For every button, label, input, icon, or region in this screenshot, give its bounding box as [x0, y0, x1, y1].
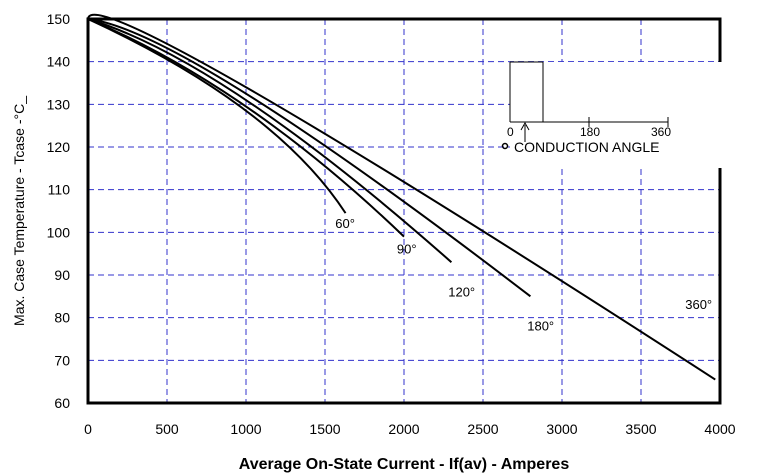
y-tick-labels: 60 70 80 90 100 110 120 130 140 150: [47, 11, 71, 411]
series-label: 360°: [685, 297, 712, 312]
series-line: [87, 18, 347, 214]
x-tick-label: 3000: [546, 421, 577, 437]
inset-caption: CONDUCTION ANGLE: [514, 139, 659, 155]
y-tick-label: 120: [47, 139, 71, 155]
x-axis-label: Average On-State Current - If(av) - Ampe…: [239, 456, 570, 473]
inset-tick-label-360: 360: [651, 125, 671, 139]
x-tick-label: 4000: [704, 421, 735, 437]
series-line: [87, 18, 453, 263]
inset-tick-label-180: 180: [580, 125, 600, 139]
conduction-angle-inset: 0 180 360 CONDUCTION ANGLE: [501, 61, 759, 168]
y-tick-label: 110: [48, 182, 71, 198]
inset-degree-mark: [501, 142, 509, 150]
series-line: [87, 13, 716, 381]
x-tick-label: 500: [155, 421, 179, 437]
y-tick-label: 140: [47, 54, 71, 70]
x-tick-label: 2500: [467, 421, 498, 437]
y-tick-label: 80: [54, 310, 70, 326]
curves: [87, 13, 716, 381]
x-tick-label: 1000: [230, 421, 261, 437]
series-label: 90°: [397, 242, 417, 257]
series-label: 60°: [335, 216, 355, 231]
series-line: [87, 18, 532, 298]
x-tick-label: 3500: [625, 421, 656, 437]
series-label: 120°: [448, 284, 475, 299]
x-tick-label: 0: [84, 421, 92, 437]
y-tick-label: 130: [47, 96, 71, 112]
x-tick-label: 1500: [309, 421, 340, 437]
y-tick-label: 90: [54, 267, 70, 283]
inset-arrow-head: [520, 121, 530, 131]
y-tick-label: 100: [47, 224, 71, 240]
inset-box: [510, 62, 759, 168]
inset-tick-0: 0: [507, 125, 514, 139]
curve-labels: 60° 90° 120° 180° 360°: [335, 216, 712, 333]
y-tick-label: 70: [54, 352, 70, 368]
series-label: 180°: [527, 318, 554, 333]
y-axis-label: Max. Case Temperature - Tcase -°C_: [11, 96, 27, 326]
y-tick-label: 60: [54, 395, 70, 411]
x-tick-label: 2000: [388, 421, 419, 437]
x-tick-labels: 0 500 1000 1500 2000 2500 3000 3500 4000: [84, 421, 736, 437]
plot-frame: [86, 17, 722, 405]
series-line: [87, 18, 405, 238]
y-tick-label: 150: [47, 11, 71, 27]
